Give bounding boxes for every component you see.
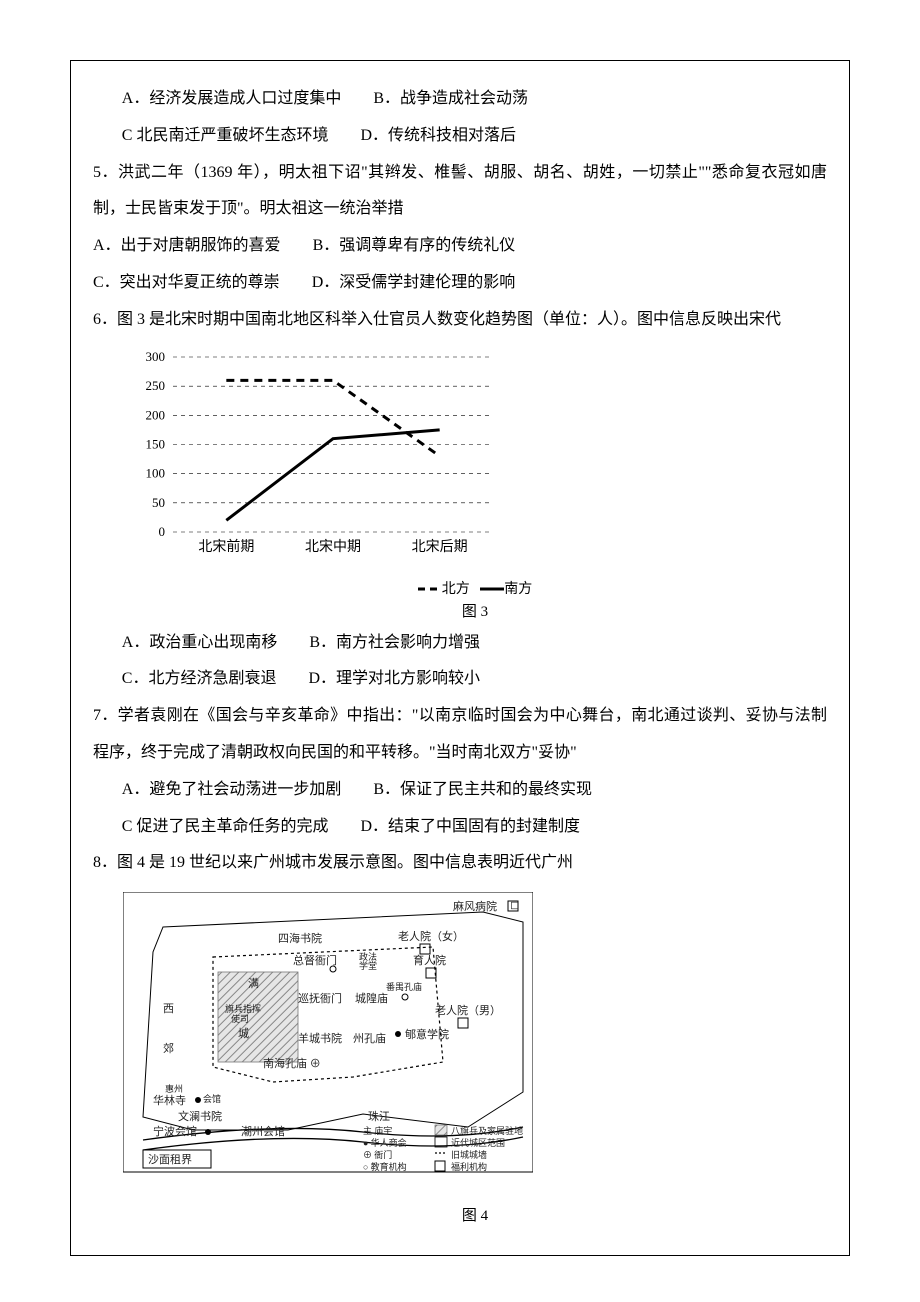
q6-options-row1: A．政治重心出现南移 B．南方社会影响力增强 [93,625,827,662]
q4-opt-d: D．传统科技相对落后 [360,127,516,144]
svg-text:珠江: 珠江 [368,1109,390,1123]
svg-text:匚: 匚 [510,901,519,911]
svg-text:学堂: 学堂 [359,960,377,971]
svg-text:⊕ 衙门: ⊕ 衙门 [363,1149,392,1160]
svg-text:○ 教育机构: ○ 教育机构 [363,1161,407,1172]
page-frame: A．经济发展造成人口过度集中 B．战争造成社会动荡 C 北民南迁严重破坏生态环境… [70,60,850,1256]
q8-stem: 8．图 4 是 19 世纪以来广州城市发展示意图。图中信息表明近代广州 [93,845,827,882]
svg-text:满: 满 [248,977,259,990]
q5-opt-d: D．深受儒学封建伦理的影响 [312,274,516,291]
svg-text:会馆: 会馆 [203,1093,221,1104]
q8-map-svg: 珠江 沙面租界 麻风病院 匚 四海书院 老人院（女） 总督衙门 政法学堂 育人院… [123,892,533,1197]
svg-text:城隍庙: 城隍庙 [355,991,388,1005]
q6-legend-north: 北方 [442,582,470,597]
svg-text:四海书院: 四海书院 [278,931,322,945]
q5-options-row2: C．突出对华夏正统的尊崇 D．深受儒学封建伦理的影响 [93,265,827,302]
q6-caption: 图 3 [123,600,827,621]
q4-options-row2: C 北民南迁严重破坏生态环境 D．传统科技相对落后 [93,118,827,155]
q7-opt-c: C 促进了民主革命任务的完成 [122,818,329,835]
q6-stem: 6．图 3 是北宋时期中国南北地区科举入仕官员人数变化趋势图（单位：人）。图中信… [93,302,827,339]
svg-text:老人院（男）: 老人院（男） [435,1003,501,1017]
svg-text:巡抚衙门: 巡抚衙门 [298,991,342,1005]
svg-text:育人院: 育人院 [413,953,446,967]
svg-text:潮州会馆: 潮州会馆 [241,1124,285,1138]
svg-text:主 庙宇: 主 庙宇 [363,1125,392,1136]
q5-opt-c: C．突出对华夏正统的尊崇 [93,274,280,291]
svg-text:麻风病院: 麻风病院 [453,899,497,913]
svg-text:城: 城 [238,1027,249,1040]
q7-opt-b: B．保证了民主共和的最终实现 [373,781,592,798]
svg-text:使司: 使司 [231,1013,249,1024]
q4-options-row1: A．经济发展造成人口过度集中 B．战争造成社会动荡 [93,81,827,118]
svg-text:番禺孔庙: 番禺孔庙 [386,981,422,992]
svg-text:旗兵指挥: 旗兵指挥 [225,1003,261,1014]
svg-text:旧城城墙: 旧城城墙 [451,1149,487,1160]
q6-chart-legend-row: 北方 南方 [123,578,827,598]
q6-opt-b: B．南方社会影响力增强 [309,634,480,651]
svg-text:八旗兵及家属驻地: 八旗兵及家属驻地 [451,1125,523,1136]
q6-chart: 0 50 100 150 200 250 300 北宋前期 北宋中期 北宋后期 北方 南方 图 3 [123,347,827,621]
q6-opt-c: C．北方经济急剧衰退 [122,670,277,687]
svg-text:250: 250 [146,378,166,393]
svg-text:北宋后期: 北宋后期 [412,539,468,555]
q7-options-row2: C 促进了民主革命任务的完成 D．结束了中国固有的封建制度 [93,809,827,846]
svg-text:福利机构: 福利机构 [451,1161,487,1172]
svg-text:华林寺: 华林寺 [153,1093,186,1107]
q5-opt-b: B．强调尊卑有序的传统礼仪 [313,237,516,254]
svg-text:西: 西 [163,1003,174,1015]
q7-opt-a: A．避免了社会动荡进一步加剧 [122,781,342,798]
svg-text:100: 100 [146,465,166,480]
q8-map: 珠江 沙面租界 麻风病院 匚 四海书院 老人院（女） 总督衙门 政法学堂 育人院… [123,892,827,1225]
svg-text:200: 200 [146,407,166,422]
svg-text:州孔庙: 州孔庙 [353,1031,386,1045]
q4-opt-b: B．战争造成社会动荡 [373,90,528,107]
q8-caption: 图 4 [123,1204,827,1225]
svg-text:300: 300 [146,349,166,364]
svg-text:总督衙门: 总督衙门 [293,953,337,967]
q7-opt-d: D．结束了中国固有的封建制度 [360,818,580,835]
svg-text:北宋中期: 北宋中期 [305,539,361,555]
svg-text:0: 0 [159,524,166,539]
q7-options-row1: A．避免了社会动荡进一步加剧 B．保证了民主共和的最终实现 [93,772,827,809]
q4-opt-c: C 北民南迁严重破坏生态环境 [122,127,329,144]
svg-text:近代城区范围: 近代城区范围 [451,1137,505,1148]
svg-text:沙面租界: 沙面租界 [148,1153,192,1166]
svg-text:150: 150 [146,436,166,451]
svg-text:郇意学院: 郇意学院 [405,1027,449,1041]
svg-text:羊城书院: 羊城书院 [298,1031,342,1045]
q7-stem: 7．学者袁刚在《国会与辛亥革命》中指出："以南京临时国会为中心舞台，南北通过谈判… [93,698,827,772]
q4-opt-a: A．经济发展造成人口过度集中 [122,90,342,107]
svg-text:北宋前期: 北宋前期 [198,538,254,555]
svg-text:50: 50 [152,494,165,509]
q5-opt-a: A．出于对唐朝服饰的喜爱 [93,237,281,254]
q6-opt-d: D．理学对北方影响较小 [308,670,480,687]
svg-text:惠州: 惠州 [165,1083,183,1094]
q6-legend-south: 南方 [504,582,532,597]
q6-options-row2: C．北方经济急剧衰退 D．理学对北方影响较小 [93,661,827,698]
svg-text:南海孔庙 ⊕: 南海孔庙 ⊕ [263,1056,321,1070]
q5-stem: 5．洪武二年（1369 年），明太祖下诏"其辫发、椎髻、胡服、胡名、胡姓，一切禁… [93,155,827,229]
q6-chart-svg: 0 50 100 150 200 250 300 北宋前期 北宋中期 北宋后期 [123,347,503,577]
svg-text:宁波会馆: 宁波会馆 [153,1124,197,1138]
svg-text:● 华人商会: ● 华人商会 [363,1137,407,1148]
q6-opt-a: A．政治重心出现南移 [122,634,278,651]
svg-text:文澜书院: 文澜书院 [178,1109,222,1123]
svg-text:郊: 郊 [163,1042,174,1055]
svg-text:老人院（女）: 老人院（女） [398,929,464,943]
q5-options-row1: A．出于对唐朝服饰的喜爱 B．强调尊卑有序的传统礼仪 [93,228,827,265]
